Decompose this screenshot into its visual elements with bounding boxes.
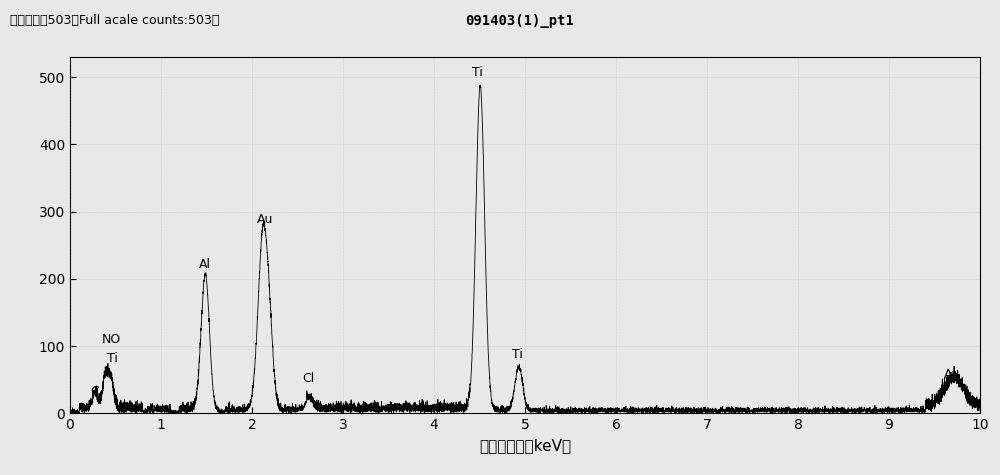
Text: Au: Au: [257, 213, 273, 227]
Text: Ti: Ti: [107, 352, 118, 365]
Text: C: C: [90, 385, 99, 399]
Text: Al: Al: [199, 258, 211, 271]
Text: Ti: Ti: [512, 348, 523, 361]
Text: 全面计数：503（Full acale counts:503）: 全面计数：503（Full acale counts:503）: [10, 14, 219, 27]
Text: Cl: Cl: [302, 372, 314, 385]
Text: 091403(1)_pt1: 091403(1)_pt1: [466, 14, 574, 28]
Text: NO: NO: [102, 333, 121, 346]
Text: Ti: Ti: [472, 66, 483, 78]
X-axis label: 千电子伏特（keV）: 千电子伏特（keV）: [479, 437, 571, 453]
Text: Au: Au: [944, 368, 960, 381]
